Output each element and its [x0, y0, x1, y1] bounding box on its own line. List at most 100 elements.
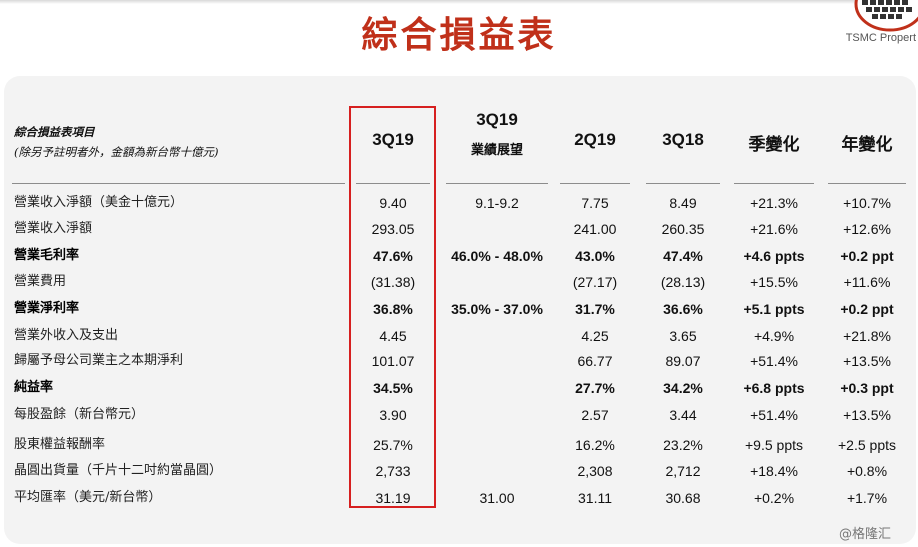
- watermark-text: @格隆汇: [839, 527, 892, 542]
- table-cell: +0.2 ppt: [840, 301, 894, 317]
- table-cell: 89.07: [665, 353, 701, 369]
- row-label: 股東權益報酬率: [14, 437, 106, 452]
- table-cell: +12.6%: [843, 221, 891, 237]
- table-cell: +21.8%: [843, 328, 891, 344]
- item-column-note: (除另予註明者外，金額為新台幣十億元): [14, 145, 219, 159]
- table-cell: 3.44: [669, 407, 697, 423]
- table-cell: +21.6%: [750, 221, 798, 237]
- row-label: 營業收入淨額: [14, 221, 93, 236]
- table-cell: +0.3 ppt: [840, 380, 894, 396]
- table-cell: [441, 434, 553, 456]
- header-divider: [560, 183, 630, 184]
- col-header-guidance-line1: 3Q19: [476, 110, 518, 129]
- col-header-3q19: 3Q19: [350, 130, 436, 150]
- row-label: 平均匯率（美元/新台幣）: [14, 490, 162, 505]
- table-cell: +2.5 ppts: [838, 437, 896, 453]
- table-cell: +18.4%: [750, 463, 798, 479]
- table-cell: 46.0% - 48.0%: [451, 248, 543, 264]
- table-cell: 36.8%: [373, 301, 413, 317]
- table-cell: (31.38): [370, 274, 416, 290]
- row-label: 晶圓出貨量（千片十二吋約當晶圓）: [14, 463, 223, 478]
- table-cell: 101.07: [371, 353, 415, 369]
- table-cell: 7.75: [581, 195, 609, 211]
- table-cell: 31.00: [479, 490, 515, 506]
- table-cell: 260.35: [661, 221, 705, 237]
- col-header-guidance-line2: 業績展望: [470, 143, 523, 158]
- table-cell: 31.11: [578, 490, 612, 506]
- row-label: 營業淨利率: [14, 301, 80, 316]
- table-cell: +13.5%: [843, 407, 891, 423]
- table-cell: 4.25: [581, 328, 609, 344]
- current-quarter-highlight-box: [349, 106, 436, 508]
- table-cell: (28.13): [660, 274, 706, 290]
- table-cell: 3.90: [379, 407, 407, 423]
- table-cell: +4.6 ppts: [743, 248, 805, 264]
- table-cell: +11.6%: [843, 274, 891, 290]
- table-cell: 31.7%: [575, 301, 615, 317]
- table-cell: 27.7%: [575, 380, 615, 396]
- table-cell: 30.68: [665, 490, 701, 506]
- table-cell: +0.8%: [846, 463, 888, 479]
- top-edge-shadow: [0, 0, 918, 4]
- table-cell: 25.7%: [373, 437, 413, 453]
- table-cell: +21.3%: [750, 195, 798, 211]
- col-header-3q18-label: 3Q18: [662, 130, 704, 149]
- col-header-3q19-label: 3Q19: [372, 130, 414, 149]
- row-label: 純益率: [14, 380, 54, 395]
- table-cell: 2,308: [577, 463, 613, 479]
- page-title: 綜合損益表: [361, 14, 557, 56]
- table-cell: 3.65: [669, 328, 697, 344]
- table-cell: (27.17): [572, 274, 618, 290]
- col-header-yoy: 年變化: [824, 130, 910, 155]
- table-cell: 9.40: [379, 195, 407, 211]
- table-cell: 4.45: [379, 328, 407, 344]
- table-cell: 66.77: [577, 353, 613, 369]
- table-cell: +1.7%: [846, 490, 888, 506]
- table-cell: 31.19: [375, 490, 411, 506]
- header-divider: [446, 183, 548, 184]
- table-cell: +0.2 ppt: [840, 248, 894, 264]
- table-cell: +6.8 ppts: [743, 380, 805, 396]
- table-cell: 47.4%: [663, 248, 703, 264]
- table-cell: [441, 218, 553, 240]
- header-divider: [734, 183, 814, 184]
- table-cell: +15.5%: [750, 274, 798, 290]
- table-cell: 47.6%: [373, 248, 413, 264]
- table-cell: +51.4%: [750, 353, 798, 369]
- table-cell: 8.49: [669, 195, 697, 211]
- row-label: 每股盈餘（新台幣元）: [14, 407, 145, 422]
- row-label: 營業外收入及支出: [14, 328, 119, 343]
- table-cell: [441, 271, 553, 293]
- header-divider: [646, 183, 720, 184]
- table-cell: +5.1 ppts: [743, 301, 805, 317]
- tsmc-wafer-logo-icon: [854, 0, 918, 32]
- header-divider: [12, 183, 345, 184]
- table-cell: [441, 404, 553, 426]
- table-cell: 16.2%: [575, 437, 615, 453]
- table-cell: [441, 460, 553, 482]
- table-cell: +0.2%: [753, 490, 795, 506]
- row-label: 營業費用: [14, 274, 67, 289]
- table-cell: 36.6%: [663, 301, 703, 317]
- col-header-3q19-guidance: 3Q19 業績展望: [441, 110, 553, 158]
- col-header-qoq: 季變化: [730, 130, 818, 155]
- table-cell: +10.7%: [843, 195, 891, 211]
- header-divider: [356, 183, 430, 184]
- table-cell: 35.0% - 37.0%: [451, 301, 543, 317]
- col-header-yoy-label: 年變化: [841, 135, 893, 155]
- table-cell: [441, 325, 553, 347]
- table-cell: 2,733: [375, 463, 411, 479]
- table-panel: [4, 76, 916, 544]
- table-cell: [441, 377, 553, 399]
- table-cell: 9.1-9.2: [475, 195, 519, 211]
- col-header-3q18: 3Q18: [641, 130, 725, 150]
- row-label: 歸屬予母公司業主之本期淨利: [14, 353, 184, 368]
- table-cell: 43.0%: [575, 248, 615, 264]
- col-header-2q19: 2Q19: [555, 130, 635, 150]
- logo-caption: TSMC Propert: [845, 32, 916, 44]
- table-cell: 2.57: [581, 407, 609, 423]
- table-cell: 293.05: [371, 221, 415, 237]
- table-cell: 2,712: [665, 463, 701, 479]
- row-label: 營業毛利率: [14, 248, 80, 263]
- table-cell: 241.00: [573, 221, 617, 237]
